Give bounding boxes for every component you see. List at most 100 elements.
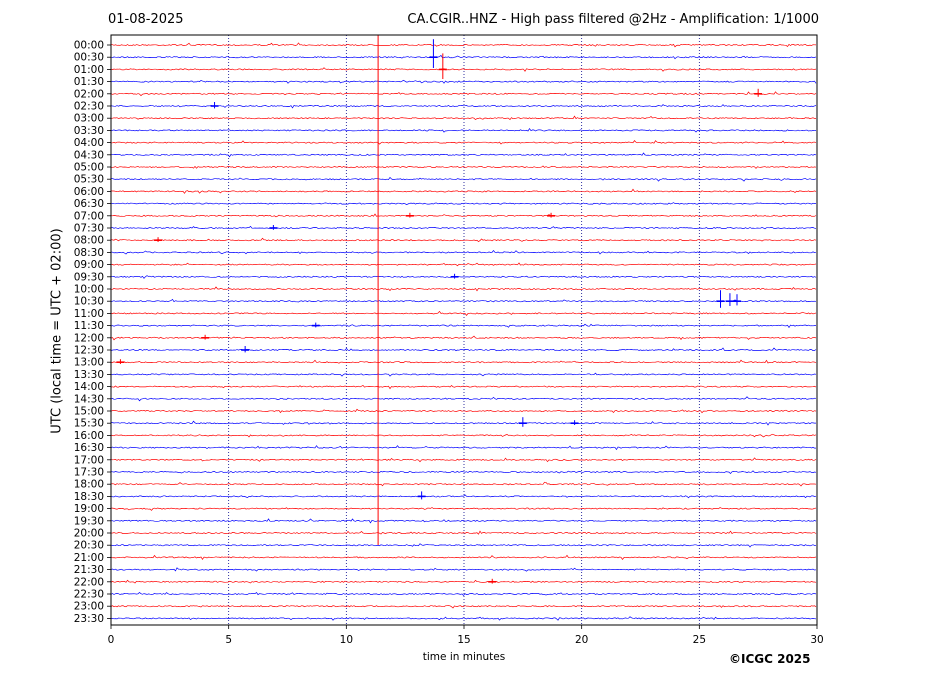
y-tick-label: 21:30	[74, 564, 104, 576]
y-tick-label: 07:30	[74, 223, 104, 235]
y-tick-label: 13:30	[74, 369, 104, 381]
trace-00:30	[110, 54, 817, 60]
trace-19:30	[110, 518, 817, 524]
y-tick-label: 13:00	[74, 357, 104, 369]
y-tick-label: 02:00	[74, 88, 104, 100]
trace-08:00	[110, 237, 817, 243]
x-tick-label: 30	[810, 634, 823, 646]
trace-09:30	[110, 275, 817, 279]
y-tick-label: 09:30	[74, 271, 104, 283]
trace-23:00	[110, 605, 817, 609]
trace-22:00	[110, 579, 817, 584]
trace-05:00	[110, 165, 817, 169]
y-tick-label: 19:30	[74, 515, 104, 527]
x-tick-label: 10	[340, 634, 353, 646]
copyright-text: ©ICGC 2025	[729, 652, 811, 666]
y-tick-label: 18:30	[74, 491, 104, 503]
y-tick-label: 10:30	[74, 296, 104, 308]
trace-13:30	[110, 372, 817, 377]
y-tick-label: 00:00	[74, 40, 104, 52]
x-tick-label: 15	[457, 634, 470, 646]
trace-02:00	[110, 91, 817, 97]
trace-06:00	[110, 188, 817, 194]
trace-20:00	[110, 530, 817, 535]
trace-03:00	[110, 115, 817, 121]
chart-date: 01-08-2025	[108, 12, 184, 27]
trace-01:00	[110, 67, 817, 72]
trace-12:00	[110, 335, 817, 341]
y-tick-label: 05:00	[74, 162, 104, 174]
trace-12:30	[110, 347, 817, 352]
trace-18:30	[110, 494, 817, 499]
y-tick-label: 16:00	[74, 430, 104, 442]
trace-09:00	[110, 262, 817, 267]
trace-17:00	[110, 457, 817, 463]
y-tick-label: 22:30	[74, 589, 104, 601]
y-tick-label: 03:00	[74, 113, 104, 125]
trace-21:00	[110, 554, 817, 560]
y-tick-label: 19:00	[74, 503, 104, 515]
trace-16:30	[110, 445, 816, 451]
y-tick-label: 20:30	[74, 540, 104, 552]
y-tick-label: 10:00	[74, 284, 104, 296]
trace-16:00	[110, 433, 817, 438]
trace-14:30	[110, 396, 817, 402]
y-tick-label: 08:00	[74, 235, 104, 247]
trace-01:30	[110, 79, 817, 84]
y-tick-label: 23:30	[74, 613, 104, 625]
x-tick-label: 5	[225, 634, 232, 646]
y-tick-label: 14:00	[74, 381, 104, 393]
x-tick-label: 0	[108, 634, 115, 646]
y-tick-label: 17:00	[74, 454, 104, 466]
trace-05:30	[110, 176, 817, 182]
y-tick-label: 00:30	[74, 52, 104, 64]
trace-21:30	[110, 567, 817, 572]
chart-title: CA.CGIR..HNZ - High pass filtered @2Hz -…	[407, 12, 819, 27]
y-tick-label: 02:30	[74, 101, 104, 113]
y-tick-label: 22:00	[74, 576, 104, 588]
y-tick-label: 12:00	[74, 332, 104, 344]
trace-10:00	[110, 286, 817, 292]
x-axis-label: time in minutes	[422, 651, 506, 663]
trace-04:00	[110, 140, 817, 145]
y-tick-label: 05:30	[74, 174, 104, 186]
y-tick-label: 15:00	[74, 406, 104, 418]
trace-18:00	[110, 481, 817, 487]
y-tick-label: 17:30	[74, 467, 104, 479]
trace-08:30	[110, 249, 817, 255]
trace-04:30	[110, 152, 817, 158]
trace-10:30	[110, 298, 817, 303]
trace-14:00	[110, 384, 817, 390]
y-tick-label: 08:30	[74, 247, 104, 259]
trace-02:30	[110, 104, 817, 109]
trace-00:00	[110, 42, 817, 48]
trace-06:30	[110, 202, 817, 205]
trace-23:30	[110, 616, 817, 621]
y-tick-label: 07:00	[74, 210, 104, 222]
trace-11:30	[110, 323, 817, 329]
y-tick-label: 06:00	[74, 186, 104, 198]
y-tick-label: 18:00	[74, 479, 104, 491]
trace-20:30	[110, 543, 817, 548]
trace-03:30	[110, 127, 817, 133]
trace-11:00	[110, 310, 817, 316]
x-tick-label: 20	[575, 634, 588, 646]
trace-13:00	[110, 359, 817, 364]
y-tick-label: 21:00	[74, 552, 104, 564]
y-tick-label: 09:00	[74, 259, 104, 271]
y-tick-label: 20:00	[74, 528, 104, 540]
y-tick-label: 03:30	[74, 125, 104, 137]
y-tick-label: 11:30	[74, 320, 104, 332]
y-tick-label: 15:30	[74, 418, 104, 430]
trace-17:30	[110, 470, 817, 475]
y-tick-label: 04:30	[74, 149, 104, 161]
y-tick-label: 23:00	[74, 601, 104, 613]
trace-22:30	[110, 592, 817, 597]
y-tick-label: 11:00	[74, 308, 104, 320]
trace-15:30	[110, 420, 816, 426]
trace-07:00	[110, 213, 817, 218]
trace-07:30	[110, 225, 817, 230]
y-tick-label: 14:30	[74, 393, 104, 405]
y-tick-label: 12:30	[74, 345, 104, 357]
